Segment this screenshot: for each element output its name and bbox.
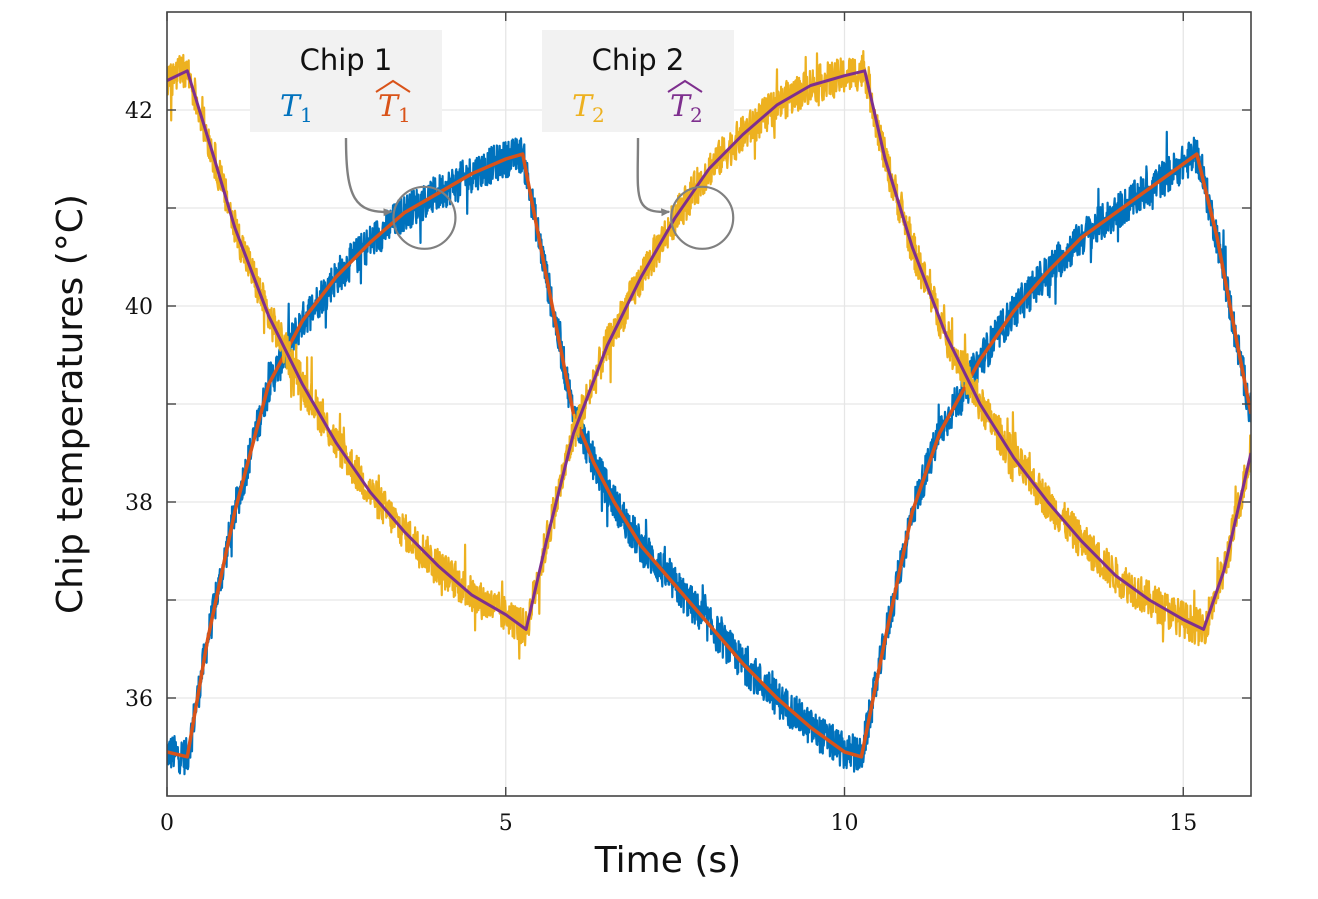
callout-circle: [670, 185, 735, 250]
legend-box: [250, 30, 442, 132]
x-tick-label: 10: [831, 811, 859, 836]
callout-layer: [344, 137, 735, 250]
callout-arrow: [636, 137, 671, 217]
hat-accent: [667, 79, 703, 93]
callout-arrow: [344, 137, 393, 217]
x-axis-title: Time (s): [594, 840, 741, 881]
y-tick-label: 42: [125, 99, 153, 124]
series-layer: [167, 50, 1251, 776]
x-tick-label: 5: [499, 811, 513, 836]
y-tick-label: 38: [125, 491, 153, 516]
callout-circle: [392, 185, 457, 250]
legend-entry-measured: T2: [572, 89, 605, 127]
x-tick-label: 15: [1169, 811, 1197, 836]
y-tick-label: 40: [125, 295, 153, 320]
legend-entry-estimate: T1: [378, 89, 411, 127]
hat-accent: [375, 79, 411, 93]
legend-title: Chip 2: [592, 43, 685, 77]
legend-entry-estimate: T2: [670, 89, 703, 127]
x-tick-label: 0: [160, 811, 174, 836]
ticks: 0 5 10 15 36 38 40 42: [125, 12, 1251, 836]
y-axis-title: Chip temperatures (°C): [50, 194, 91, 614]
series-line-2: [167, 152, 1251, 759]
legend-title: Chip 1: [300, 43, 393, 77]
legend: Chip 1 T1 T1 Chip 2 T2 T2: [250, 30, 734, 132]
series-line-4: [167, 69, 1251, 631]
series-line-1: [167, 130, 1251, 776]
legend-entry-measured: T1: [280, 89, 313, 127]
y-tick-label: 36: [125, 687, 153, 712]
legend-box: [542, 30, 734, 132]
